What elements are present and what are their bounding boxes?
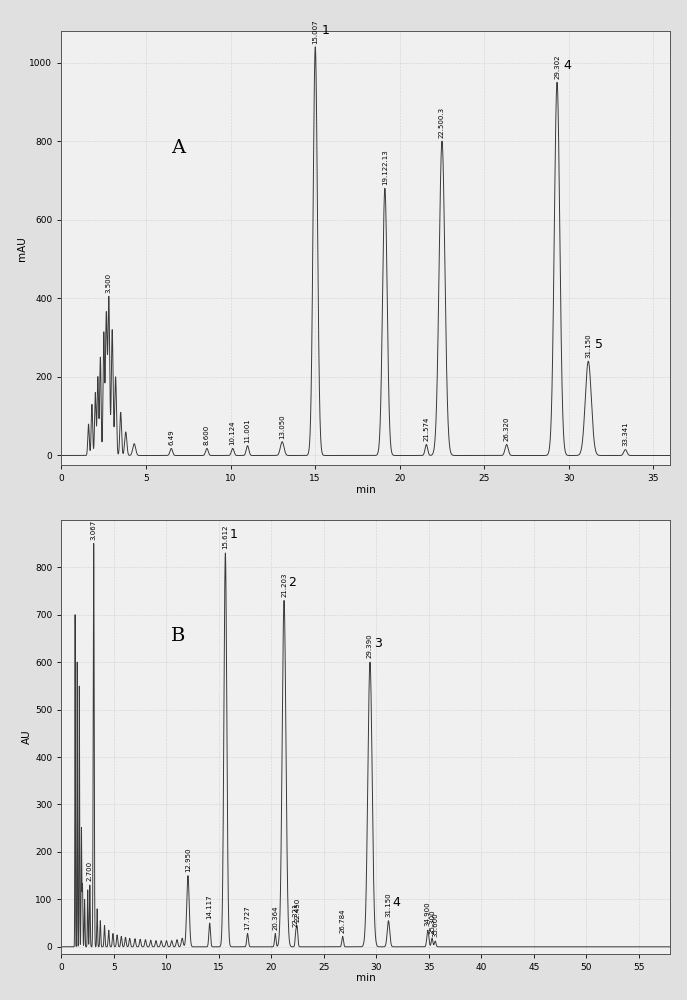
Text: 3.067: 3.067: [91, 519, 97, 540]
Text: 8.600: 8.600: [204, 425, 210, 445]
Text: 5: 5: [595, 338, 603, 351]
Text: 14.117: 14.117: [207, 895, 213, 919]
Text: 15.612: 15.612: [223, 525, 228, 549]
Text: 12.950: 12.950: [185, 847, 191, 872]
Text: 21.203: 21.203: [281, 572, 287, 597]
Text: 22.500.3: 22.500.3: [439, 107, 445, 138]
Text: B: B: [171, 627, 185, 645]
Text: 26.784: 26.784: [339, 908, 346, 933]
Y-axis label: mAU: mAU: [16, 236, 27, 261]
Text: 10.124: 10.124: [229, 421, 236, 445]
Text: 2.700: 2.700: [87, 861, 93, 881]
Text: 3.500: 3.500: [106, 273, 112, 293]
Text: 35.600: 35.600: [432, 913, 438, 937]
Text: 6.49: 6.49: [168, 430, 174, 445]
Text: 29.302: 29.302: [554, 55, 560, 79]
Y-axis label: AU: AU: [23, 730, 32, 744]
Text: A: A: [171, 139, 185, 157]
Text: 22.450: 22.450: [294, 898, 300, 922]
Text: 26.320: 26.320: [504, 417, 510, 441]
Text: 17.727: 17.727: [245, 905, 251, 930]
Text: 29.390: 29.390: [367, 634, 373, 658]
Text: 1: 1: [322, 24, 330, 37]
Text: 13.050: 13.050: [279, 414, 285, 439]
Text: 3: 3: [374, 637, 382, 650]
Text: 2: 2: [289, 576, 296, 589]
Text: 20.364: 20.364: [272, 905, 278, 930]
Text: 33.341: 33.341: [622, 422, 629, 446]
Text: 22.321: 22.321: [293, 902, 299, 927]
Text: 31.150: 31.150: [585, 333, 592, 358]
Text: 15.007: 15.007: [313, 19, 318, 44]
Text: 34.900: 34.900: [425, 902, 431, 926]
Text: 11.001: 11.001: [245, 418, 251, 443]
Text: 31.150: 31.150: [385, 892, 392, 917]
X-axis label: min: min: [356, 973, 376, 983]
Text: 4: 4: [393, 896, 401, 909]
Text: 19.122.13: 19.122.13: [382, 149, 388, 185]
Text: 21.574: 21.574: [423, 417, 429, 441]
X-axis label: min: min: [356, 485, 376, 495]
Text: 35.300: 35.300: [429, 910, 435, 934]
Text: 1: 1: [229, 528, 238, 541]
Text: 4: 4: [564, 59, 572, 72]
